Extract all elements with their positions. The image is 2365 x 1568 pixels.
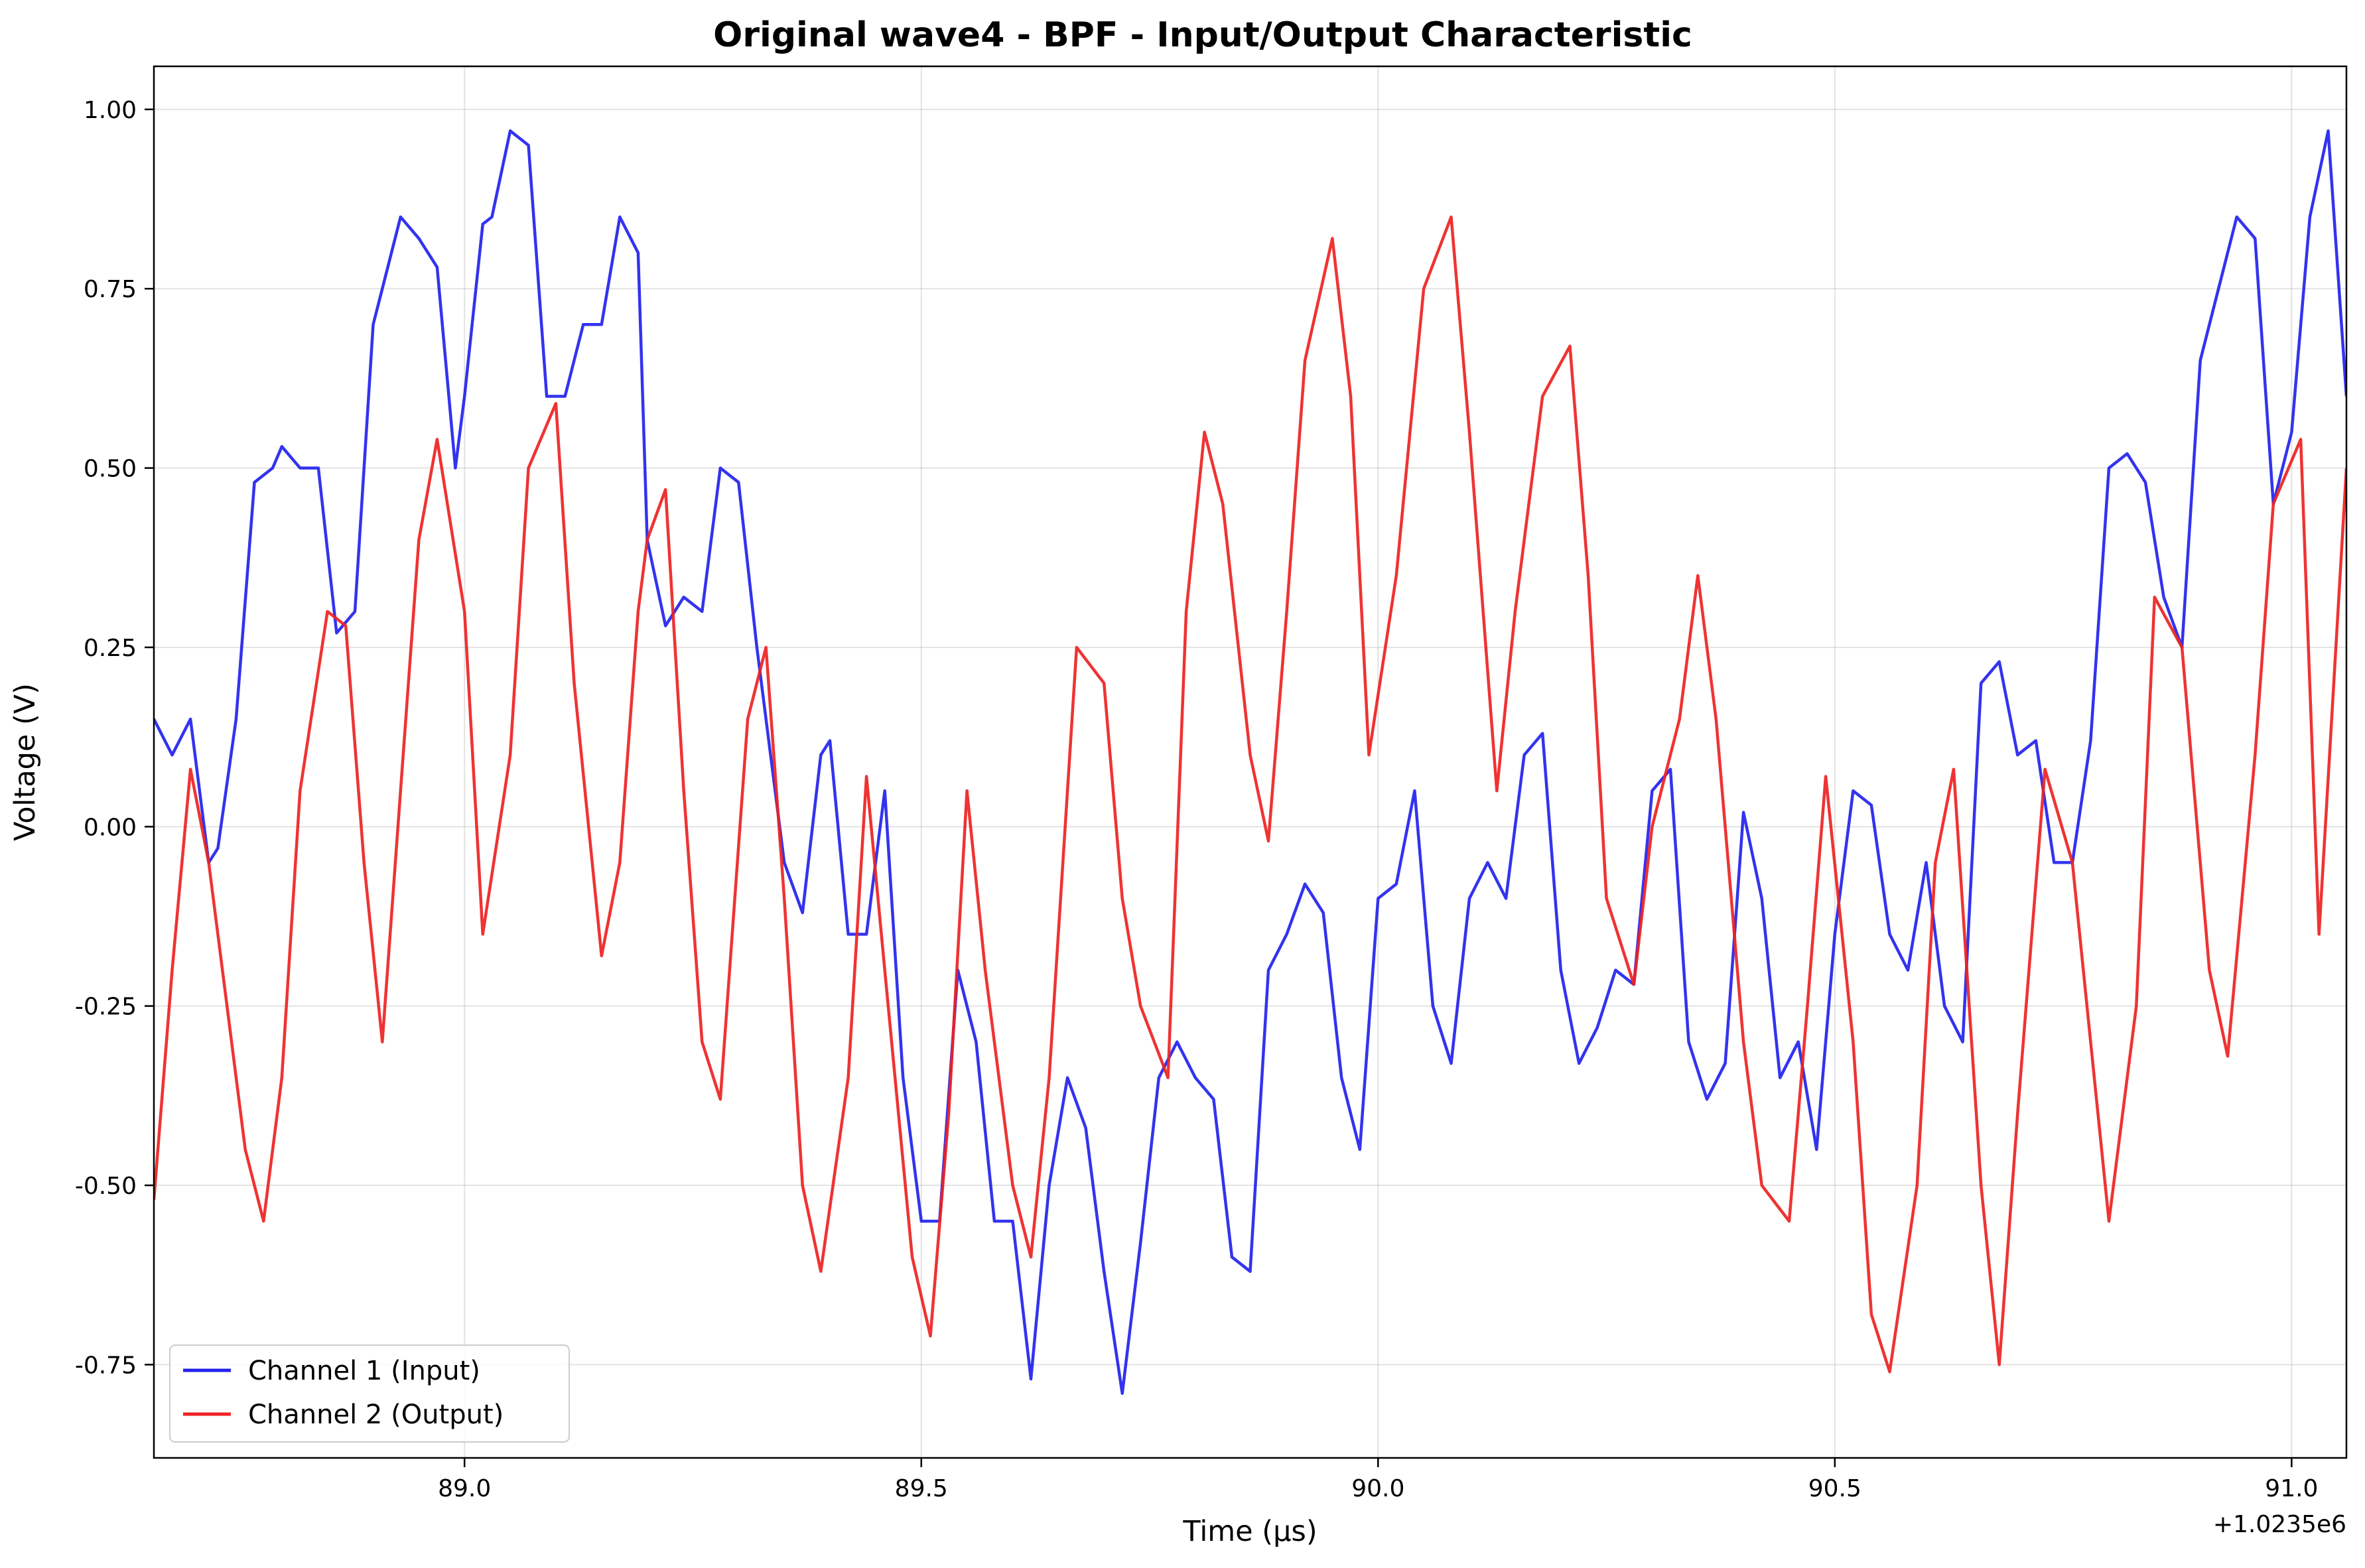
legend-label: Channel 2 (Output): [248, 1400, 504, 1430]
y-tick-label: 0.25: [84, 635, 137, 662]
y-tick-label: 0.00: [84, 814, 137, 841]
y-tick-label: -0.75: [75, 1352, 137, 1379]
x-tick-label: 89.5: [895, 1475, 948, 1502]
y-axis-label: Voltage (V): [9, 683, 42, 841]
chart-title: Original wave4 - BPF - Input/Output Char…: [713, 15, 1692, 55]
x-tick-label: 90.0: [1351, 1475, 1404, 1502]
y-tick-label: 1.00: [84, 97, 137, 124]
x-tick-label: 91.0: [2265, 1475, 2318, 1502]
y-tick-label: -0.25: [75, 994, 137, 1021]
series-channel-2-output-line: [154, 215, 2346, 1374]
x-tick-label: 90.5: [1808, 1475, 1861, 1502]
legend-label: Channel 1 (Input): [248, 1356, 480, 1386]
x-offset-label: +1.0235e6: [2213, 1511, 2346, 1538]
series-layer: [154, 129, 2346, 1395]
y-tick-label: -0.50: [75, 1173, 137, 1200]
ticks: 89.0 89.5 90.0 90.5 91.0 1.00 0.75 0.50 0.25 0.00…: [75, 97, 2319, 1502]
grid: [154, 66, 2346, 1458]
legend-box: [169, 1344, 570, 1443]
x-axis-label: Time (µs): [1182, 1515, 1317, 1548]
y-tick-label: 0.50: [84, 456, 137, 483]
legend: Channel 1 (Input) Channel 2 (Output): [169, 1344, 570, 1443]
series-channel-1-input-line: [154, 129, 2346, 1395]
y-tick-label: 0.75: [84, 276, 137, 303]
plot-frame: [153, 65, 2348, 1459]
x-tick-label: 89.0: [438, 1475, 491, 1502]
